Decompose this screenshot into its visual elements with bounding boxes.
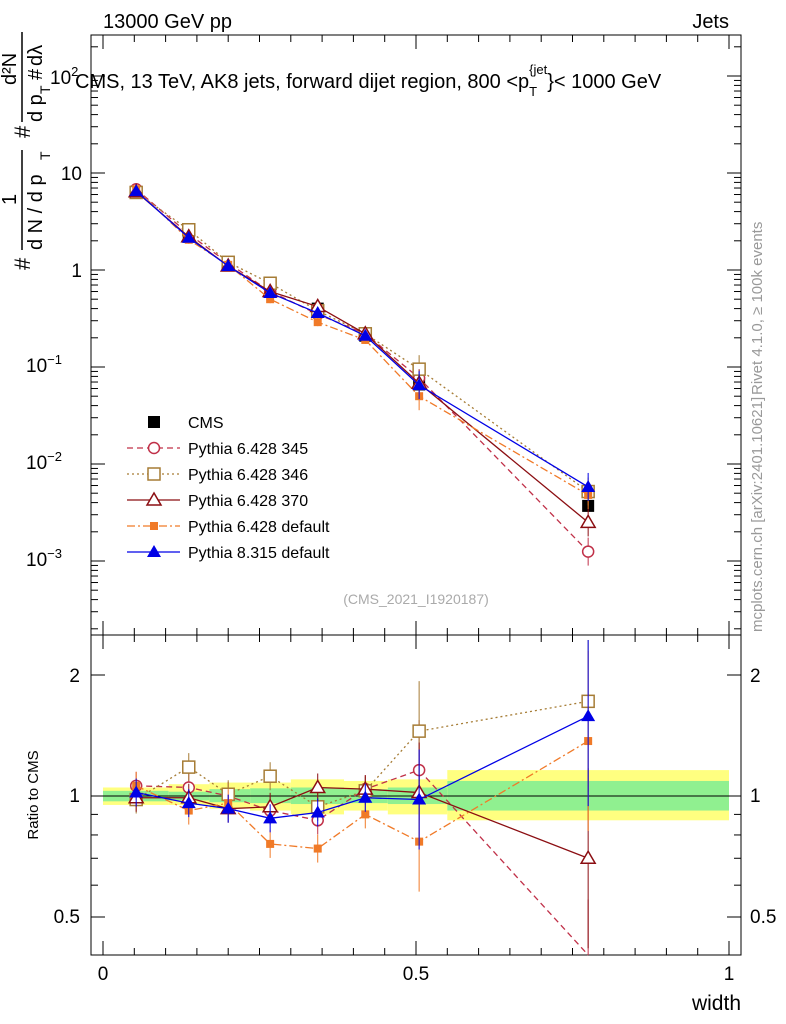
side-rivet: Rivet 4.1.0, ≥ 100k events: [749, 222, 766, 395]
marker-square: [148, 416, 160, 428]
legend-label: Pythia 6.428 default: [188, 519, 330, 536]
side-mcplots: mcplots.cern.ch [arXiv:2401.10621]: [749, 397, 766, 632]
marker-triangle: [358, 328, 373, 341]
svg-text:1: 1: [0, 194, 21, 205]
marker-square: [266, 839, 275, 848]
svg-text:T: T: [37, 85, 53, 94]
marker-circle-open: [581, 545, 595, 558]
marker-triangle: [263, 285, 278, 298]
ratio-ytick-1-right: 1: [750, 786, 761, 807]
ytick-label-1e-2: 10−2: [26, 449, 62, 474]
ratio-y-label: Ratio to CMS: [25, 750, 42, 839]
main-title: CMS, 13 TeV, AK8 jets, forward dijet reg…: [75, 62, 662, 99]
svg-text:d²N: d²N: [0, 53, 21, 85]
legend-entry: Pythia 8.315 default: [127, 545, 330, 562]
ytick-label-10: 10: [61, 164, 82, 185]
marker-triangle: [263, 811, 278, 824]
svg-text:d p: d p: [25, 94, 47, 122]
marker-triangle-open: [579, 849, 597, 865]
marker-square-open: [147, 467, 161, 481]
marker-circle-open: [147, 441, 161, 455]
legend-entry: Pythia 6.428 346: [127, 467, 308, 484]
ytick-label-1e2: 102: [50, 64, 78, 89]
ratio-ytick-05-right: 0.5: [750, 907, 776, 928]
marker-triangle: [310, 805, 325, 818]
legend-entry: Pythia 6.428 default: [127, 519, 330, 536]
marker-triangle: [412, 792, 427, 805]
marker-triangle: [221, 258, 236, 271]
svg-text:#: #: [10, 257, 35, 270]
svg-text:#: #: [10, 125, 35, 138]
ratio-line: [136, 715, 589, 819]
legend-entry: Pythia 6.428 370: [127, 491, 308, 510]
marker-triangle: [181, 796, 196, 809]
x-tick-labels: 0 0.5 1: [98, 964, 735, 985]
ytick-label-1e-1: 10−1: [26, 352, 62, 377]
ratio-ytick-2-right: 2: [750, 666, 761, 687]
ratio-series-pythia-8-315-default: [129, 640, 596, 850]
marker-triangle: [147, 545, 161, 557]
marker-triangle: [358, 790, 373, 803]
series-cms: [130, 185, 595, 512]
xtick-label-05: 0.5: [403, 964, 429, 985]
marker-triangle: [181, 230, 196, 243]
marker-triangle: [129, 785, 144, 798]
series-pythia-6-428-default: [132, 185, 593, 509]
marker-square: [313, 844, 322, 853]
svg-text:d N / d p: d N / d p: [25, 174, 47, 250]
header-right: Jets: [692, 11, 729, 33]
marker-triangle: [129, 184, 144, 197]
header-left: 13000 GeV pp: [103, 11, 232, 33]
svg-text:T: T: [37, 151, 53, 160]
legend-label: Pythia 6.428 370: [188, 493, 308, 510]
svg-text:dλ: dλ: [25, 45, 47, 66]
marker-square: [266, 295, 275, 304]
ytick-label-1: 1: [71, 261, 82, 282]
svg-text:#: #: [25, 68, 47, 80]
analysis-id: (CMS_2021_I1920187): [343, 591, 489, 607]
ratio-plot: [127, 640, 597, 956]
legend: CMS Pythia 6.428 345 Pythia 6.428 346 Pythi…: [127, 415, 330, 562]
marker-square-open: [412, 724, 426, 738]
ratio-ytick-2-left: 2: [69, 666, 80, 687]
main-y-tick-labels: 10−3 10−2 10−1 1 10 102: [26, 64, 82, 571]
series-line: [135, 188, 589, 496]
legend-entry: CMS: [148, 415, 224, 432]
marker-triangle: [221, 801, 236, 814]
legend-label: CMS: [188, 415, 224, 432]
ratio-series-pythia-6-428-345: [129, 720, 589, 956]
marker-square: [361, 810, 370, 819]
marker-triangle-open: [309, 778, 327, 794]
marker-triangle-open: [145, 491, 163, 506]
marker-triangle: [581, 479, 596, 492]
ratio-ytick-05-left: 0.5: [54, 907, 80, 928]
marker-triangle: [310, 306, 325, 319]
marker-square-open: [182, 760, 196, 774]
main-ticks: [91, 35, 741, 635]
legend-label: Pythia 6.428 346: [188, 467, 308, 484]
ratio-line: [135, 740, 589, 850]
legend-entry: Pythia 6.428 345: [127, 441, 308, 458]
xtick-label-0: 0: [98, 964, 109, 985]
ratio-line: [136, 786, 589, 859]
main-y-label: # d N / d p T 1 # d p T # d²N dλ: [0, 32, 53, 270]
series-pythia-8-315-default: [129, 184, 596, 501]
x-axis-label: width: [691, 992, 741, 1015]
marker-triangle-open: [579, 513, 597, 529]
marker-square: [313, 318, 322, 327]
marker-triangle: [412, 378, 427, 391]
marker-square: [150, 522, 158, 530]
ytick-label-1e-3: 10−3: [26, 546, 62, 571]
legend-label: Pythia 6.428 345: [188, 441, 308, 458]
marker-square-open: [263, 769, 277, 783]
main-plot: [127, 182, 597, 566]
ratio-y-tick-labels: 2 1 0.5 2 1 0.5: [54, 666, 777, 928]
marker-triangle: [581, 709, 596, 722]
ratio-ticks: [91, 635, 741, 955]
xtick-label-1: 1: [724, 964, 735, 985]
legend-label: Pythia 8.315 default: [188, 545, 330, 562]
ratio-ytick-1-left: 1: [69, 786, 80, 807]
